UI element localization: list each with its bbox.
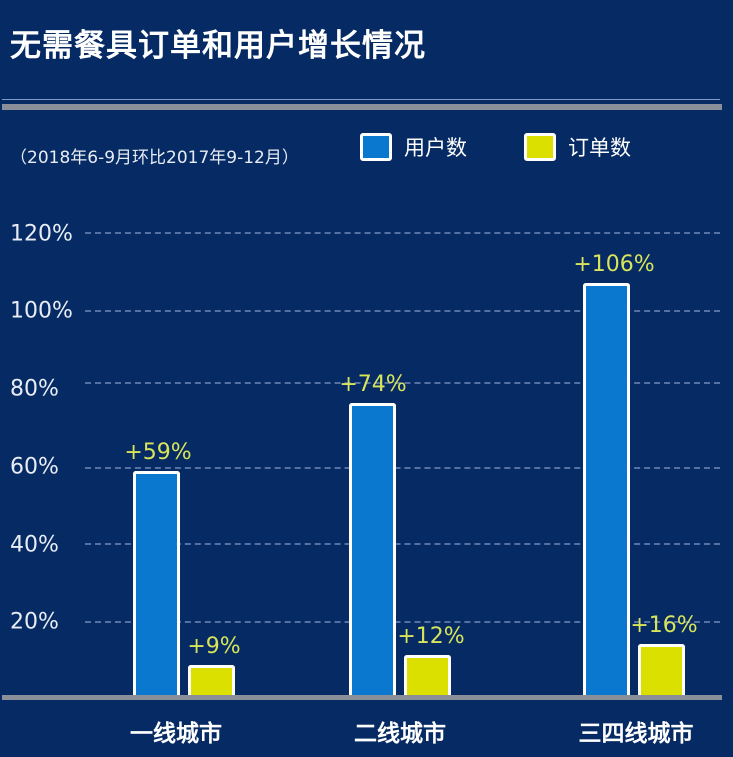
y-tick: 120% <box>10 221 73 247</box>
value-label-users-tier3: +106% <box>573 252 655 277</box>
title-divider-thin <box>2 99 720 100</box>
x-label-tier2: 二线城市 <box>354 721 446 747</box>
x-axis-baseline <box>2 695 722 700</box>
bar-users-tier1 <box>133 471 180 697</box>
y-tick: 20% <box>10 609 59 635</box>
x-label-tier3: 三四线城市 <box>578 721 694 747</box>
value-label-orders-tier3: +16% <box>630 613 698 638</box>
legend-label-orders: 订单数 <box>568 136 631 160</box>
gridline <box>85 543 720 545</box>
value-label-orders-tier2: +12% <box>397 624 465 649</box>
value-label-users-tier2: +74% <box>339 372 407 397</box>
bar-orders-tier3 <box>638 644 685 697</box>
gridline <box>85 467 720 469</box>
title-divider-thick <box>2 104 722 110</box>
y-tick: 60% <box>10 454 59 480</box>
value-label-orders-tier1: +9% <box>187 634 241 659</box>
gridline <box>85 310 720 312</box>
gridline <box>85 382 720 384</box>
bar-users-tier2 <box>349 403 396 697</box>
y-tick: 100% <box>10 298 73 324</box>
y-tick: 40% <box>10 532 59 558</box>
value-label-users-tier1: +59% <box>124 440 192 465</box>
gridline <box>85 232 720 234</box>
gridline <box>85 621 720 623</box>
legend-swatch-orders <box>524 133 556 161</box>
bar-orders-tier1 <box>188 665 235 697</box>
bar-users-tier3 <box>583 283 630 697</box>
legend-label-users: 用户数 <box>404 136 467 160</box>
y-tick: 80% <box>10 376 59 402</box>
bar-orders-tier2 <box>404 655 451 697</box>
legend-item-orders: 订单数 <box>524 132 631 162</box>
chart-title: 无需餐具订单和用户增长情况 <box>10 28 426 64</box>
x-label-tier1: 一线城市 <box>130 721 222 747</box>
legend-swatch-users <box>360 133 392 161</box>
chart-subtitle: （2018年6-9月环比2017年9-12月） <box>10 148 299 168</box>
legend-item-users: 用户数 <box>360 132 467 162</box>
